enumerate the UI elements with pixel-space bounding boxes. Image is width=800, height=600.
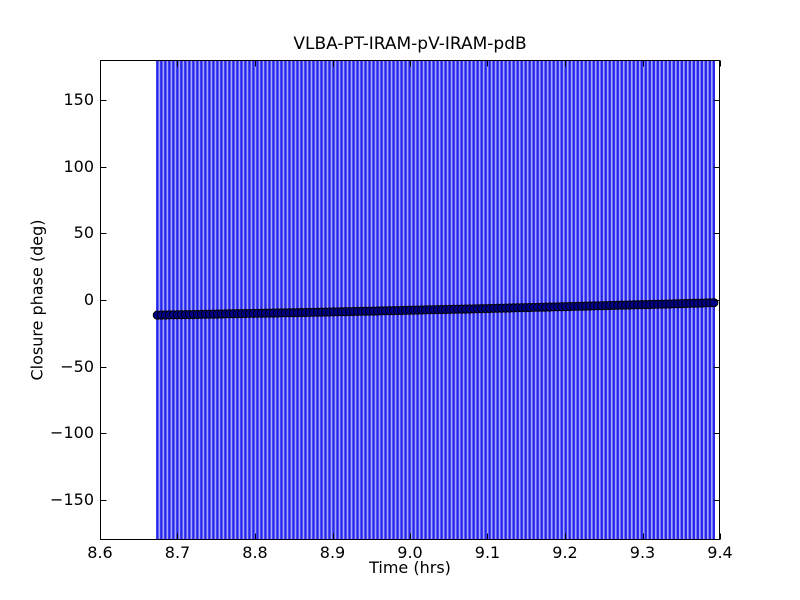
x-tick-label: 8.9 xyxy=(319,543,346,562)
x-tick-label: 9.2 xyxy=(552,543,578,562)
x-tick-label: 8.6 xyxy=(87,543,113,562)
y-tick-label: −150 xyxy=(50,490,94,509)
y-tick-label: −50 xyxy=(60,356,94,376)
y-tick-label: 100 xyxy=(63,156,94,176)
x-tick-label: 9.1 xyxy=(474,543,501,562)
x-tick-label: 9.0 xyxy=(397,543,423,562)
data-point xyxy=(709,298,719,308)
y-tick-label: 150 xyxy=(63,90,94,109)
x-tick-label: 8.7 xyxy=(164,543,191,562)
x-tick-label: 9.3 xyxy=(629,543,656,562)
x-tick-label: 9.4 xyxy=(707,543,733,562)
y-tick-label: 50 xyxy=(73,223,94,243)
errorbar-region xyxy=(156,60,715,540)
x-tick-label: 8.8 xyxy=(242,543,268,562)
y-tick-label: 0 xyxy=(83,290,94,309)
y-tick-label: −100 xyxy=(50,423,94,443)
plot-title: VLBA-PT-IRAM-pV-IRAM-pdB xyxy=(293,34,527,54)
x-axis-label: Time (hrs) xyxy=(369,558,451,577)
